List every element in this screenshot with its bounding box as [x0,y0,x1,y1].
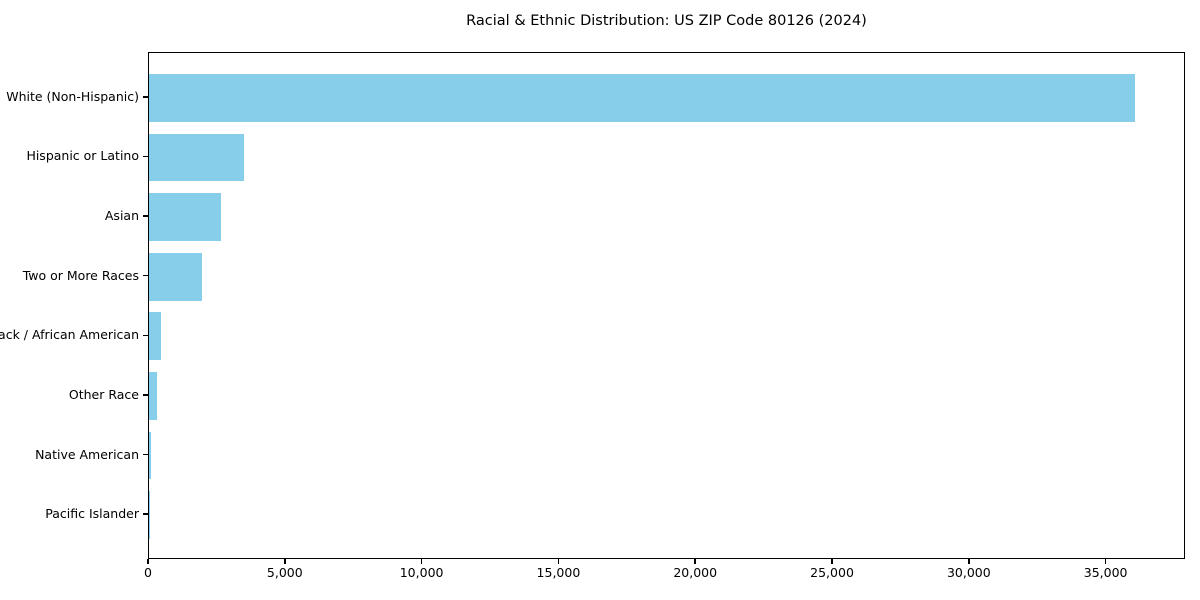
y-tick-label: Black / African American [0,327,139,343]
bar-pacific-islander [149,491,150,540]
y-tick-mark [143,155,148,158]
bar-other-race [149,372,157,420]
x-tick-mark [694,559,697,564]
y-tick-label: Hispanic or Latino [26,148,139,164]
y-tick-label: Two or More Races [22,267,139,283]
x-tick-mark [557,559,560,564]
x-tick-label: 30,000 [946,565,991,580]
y-tick-label: Native American [35,446,139,462]
x-tick-mark [831,559,833,564]
y-tick-mark [143,274,148,277]
x-tick-label: 15,000 [536,565,581,580]
chart-title: Racial & Ethnic Distribution: US ZIP Cod… [466,13,867,29]
x-tick-label: 25,000 [810,565,854,580]
plot-area [148,52,1185,559]
y-tick-mark [143,95,148,98]
y-tick-label: Pacific Islander [45,506,139,521]
y-tick-label: Other Race [68,386,139,402]
x-tick-label: 10,000 [399,565,444,580]
y-tick-mark [143,394,148,396]
x-tick-mark [420,559,423,564]
x-tick-label: 35,000 [1083,565,1128,580]
y-tick-mark [143,513,148,516]
y-tick-label: White (Non-Hispanic) [6,88,139,104]
y-tick-mark [143,453,148,456]
bar-white-non-hispanic [149,73,1135,122]
x-tick-label: 0 [144,565,152,580]
x-tick-mark [284,559,286,564]
y-tick-mark [143,334,148,337]
x-tick-mark [968,559,970,564]
bar-asian [149,193,221,241]
x-tick-mark [147,559,149,564]
x-tick-label: 5,000 [266,565,303,580]
bar-black-african-american [149,312,161,361]
bar-native-american [149,431,151,480]
x-tick-mark [1104,559,1107,564]
y-tick-mark [143,215,148,217]
y-tick-label: Asian [104,207,139,223]
bar-two-or-more-races [149,252,202,301]
bar-hispanic-or-latino [149,133,244,182]
x-tick-label: 20,000 [673,565,718,580]
